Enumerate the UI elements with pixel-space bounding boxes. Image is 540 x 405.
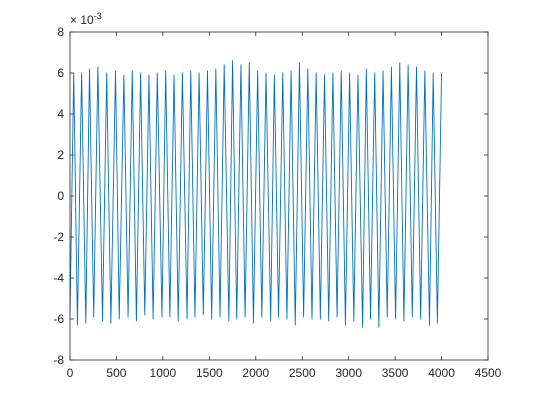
x-tick-label: 500 [106, 366, 126, 380]
x-tick-label: 0 [67, 366, 74, 380]
x-tick-label: 1000 [150, 366, 177, 380]
x-tick-label: 3000 [335, 366, 362, 380]
y-axis-exponent: × 10-3 [70, 11, 102, 27]
x-tick-label: 2000 [242, 366, 269, 380]
y-tick-label: 8 [57, 25, 64, 39]
y-tick-label: 0 [57, 189, 64, 203]
y-tick-label: -8 [53, 353, 64, 367]
y-tick-label: 4 [57, 107, 64, 121]
x-tick-label: 3500 [382, 366, 409, 380]
y-tick-label: -2 [53, 230, 64, 244]
axes-box [69, 31, 489, 361]
y-axis-exponent-base: × 10 [70, 13, 94, 27]
x-tick-label: 1500 [196, 366, 223, 380]
y-axis-exponent-power: -3 [94, 11, 102, 21]
series-line [69, 60, 443, 328]
y-tick-label: -6 [53, 312, 64, 326]
y-tick-label: 2 [57, 148, 64, 162]
x-tick-label: 2500 [289, 366, 316, 380]
y-tick-label: 6 [57, 66, 64, 80]
x-axis-ticks: 0 500 1000 1500 2000 2500 3000 3500 4000 4500 [67, 32, 502, 380]
x-tick-label: 4500 [475, 366, 502, 380]
x-tick-label: 4000 [428, 366, 455, 380]
y-tick-label: -4 [53, 271, 64, 285]
